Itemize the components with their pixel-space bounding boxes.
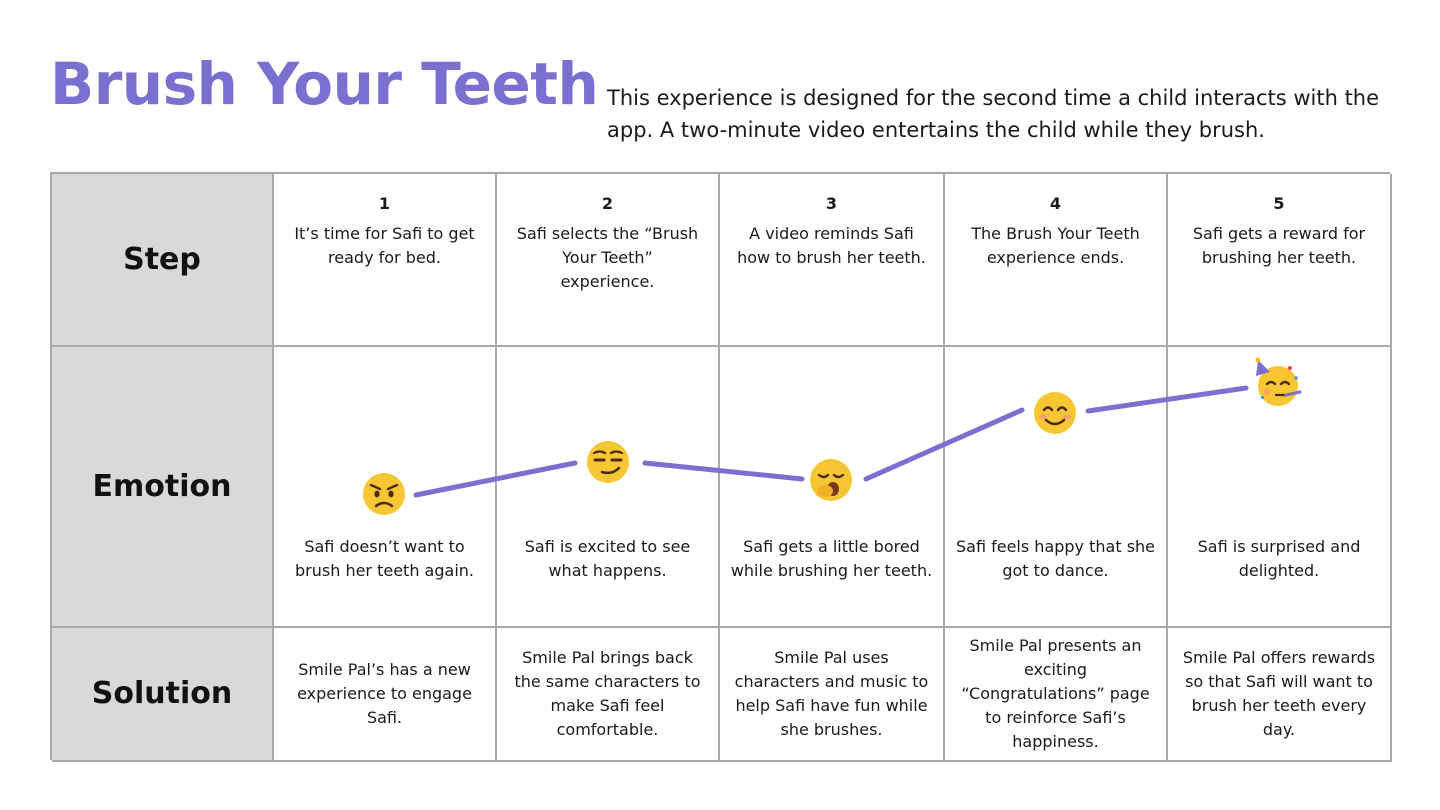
step-description: Safi gets a reward for brushing her teet… (1192, 224, 1366, 267)
emotion-description: Safi feels happy that she got to dance. (955, 537, 1156, 580)
step-description: It’s time for Safi to get ready for bed. (294, 224, 475, 267)
page-description: This experience is designed for the seco… (607, 86, 1380, 142)
row-label-step-text: Step (123, 241, 201, 277)
row-label-solution: Solution (52, 628, 274, 762)
step-cell-4: 4 The Brush Your Teeth experience ends. (945, 174, 1168, 347)
step-cell-5: 5 Safi gets a reward for brushing her te… (1168, 174, 1392, 347)
emotion-cell-3: Safi gets a little bored while brushing … (720, 347, 945, 628)
page-title: Brush Your Teeth (50, 50, 599, 118)
row-label-solution-text: Solution (91, 676, 233, 711)
emotion-cell-2: Safi is excited to see what happens. (497, 347, 720, 628)
step-cell-1: 1 It’s time for Safi to get ready for be… (274, 174, 497, 347)
step-number: 4 (1049, 194, 1062, 213)
row-label-emotion-text: Emotion (92, 468, 232, 504)
row-label-step: Step (52, 174, 274, 347)
solution-cell-2: Smile Pal brings back the same character… (497, 628, 720, 762)
step-cell-2: 2 Safi selects the “Brush Your Teeth” ex… (497, 174, 720, 347)
solution-cell-3: Smile Pal uses characters and music to h… (720, 628, 945, 762)
solution-description: Smile Pal uses characters and music to h… (734, 648, 929, 739)
step-description: Safi selects the “Brush Your Teeth” expe… (516, 224, 699, 291)
solution-description: Smile Pal presents an exciting “Congratu… (961, 636, 1150, 751)
solution-description: Smile Pal’s has a new experience to enga… (297, 660, 472, 727)
emotion-description: Safi is surprised and delighted. (1197, 537, 1361, 580)
row-label-emotion: Emotion (52, 347, 274, 628)
step-number: 5 (1273, 194, 1285, 213)
step-description: The Brush Your Teeth experience ends. (971, 224, 1140, 267)
solution-description: Smile Pal brings back the same character… (514, 648, 701, 739)
step-number: 2 (601, 194, 614, 213)
emotion-description: Safi is excited to see what happens. (524, 537, 691, 580)
emotion-cell-1: Safi doesn’t want to brush her teeth aga… (274, 347, 497, 628)
step-cell-3: 3 A video reminds Safi how to brush her … (720, 174, 945, 347)
step-number: 3 (825, 194, 838, 213)
emotion-description: Safi doesn’t want to brush her teeth aga… (295, 537, 474, 580)
solution-description: Smile Pal offers rewards so that Safi wi… (1182, 648, 1376, 739)
solution-cell-4: Smile Pal presents an exciting “Congratu… (945, 628, 1168, 762)
emotion-description: Safi gets a little bored while brushing … (730, 537, 933, 580)
solution-cell-1: Smile Pal’s has a new experience to enga… (274, 628, 497, 762)
solution-cell-5: Smile Pal offers rewards so that Safi wi… (1168, 628, 1392, 762)
step-description: A video reminds Safi how to brush her te… (737, 224, 926, 267)
emotion-cell-4: Safi feels happy that she got to dance. (945, 347, 1168, 628)
step-number: 1 (378, 194, 391, 213)
emotion-cell-5: Safi is surprised and delighted. (1168, 347, 1392, 628)
journey-grid: Step 1 It’s time for Safi to get ready f… (50, 172, 1392, 762)
